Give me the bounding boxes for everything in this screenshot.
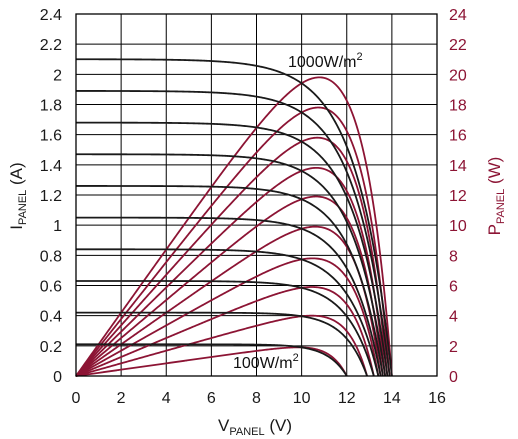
y-left-tick-label: 1.4 bbox=[40, 158, 62, 175]
x-tick-label: 14 bbox=[383, 390, 401, 407]
y-left-tick-label: 2.2 bbox=[40, 37, 62, 54]
y-right-tick-label: 0 bbox=[449, 369, 458, 386]
y-left-tick-label: 1.2 bbox=[40, 188, 62, 205]
x-tick-label: 16 bbox=[428, 390, 446, 407]
y-left-tick-label: 2.4 bbox=[40, 7, 62, 24]
x-tick-label: 12 bbox=[338, 390, 356, 407]
y-left-tick-label: 0 bbox=[53, 369, 62, 386]
power-curve-800 bbox=[75, 136, 389, 377]
y-right-tick-label: 22 bbox=[449, 37, 467, 54]
y-right-tick-label: 4 bbox=[449, 309, 458, 326]
y-right-tick-label: 2 bbox=[449, 339, 458, 356]
current-curve-300 bbox=[76, 280, 375, 377]
current-curve-600 bbox=[76, 185, 384, 377]
current-curve-100 bbox=[75, 343, 348, 377]
plot-frame bbox=[75, 13, 438, 377]
y-left-tick-label: 1 bbox=[53, 218, 62, 235]
y-left-tick-label: 1.8 bbox=[40, 98, 62, 115]
current-curve-1000 bbox=[76, 58, 393, 377]
y-left-tick-label: 0.4 bbox=[40, 309, 62, 326]
current-curves bbox=[75, 58, 393, 377]
x-tick-label: 0 bbox=[72, 390, 81, 407]
power-curve-900 bbox=[75, 106, 391, 377]
y-left-tick-label: 0.6 bbox=[40, 279, 62, 296]
annotation-1000: 1000W/m2 bbox=[288, 51, 363, 71]
x-tick-label: 2 bbox=[117, 390, 126, 407]
y-left-tick-label: 0.8 bbox=[40, 248, 62, 265]
y-right-tick-label: 12 bbox=[449, 188, 467, 205]
y-right-tick-label: 24 bbox=[449, 7, 467, 24]
current-curve-200 bbox=[76, 311, 368, 377]
y-left-tick-label: 0.2 bbox=[40, 339, 62, 356]
y-right-tick-label: 8 bbox=[449, 248, 458, 265]
current-curve-900 bbox=[76, 90, 391, 377]
current-curve-500 bbox=[75, 216, 382, 377]
x-tick-label: 10 bbox=[293, 390, 311, 407]
x-tick-label: 8 bbox=[252, 390, 261, 407]
x-tick-label: 6 bbox=[207, 390, 216, 407]
y-right-tick-label: 16 bbox=[449, 128, 467, 145]
y-right-tick-label: 6 bbox=[449, 279, 458, 296]
x-axis-label: VPANEL (V) bbox=[218, 416, 292, 438]
y-right-tick-label: 14 bbox=[449, 158, 467, 175]
current-curve-400 bbox=[76, 248, 380, 377]
current-curve-700 bbox=[75, 153, 387, 377]
power-curve-600 bbox=[75, 195, 384, 377]
x-tick-label: 4 bbox=[162, 390, 171, 407]
current-curve-800 bbox=[76, 121, 389, 377]
power-curve-500 bbox=[75, 225, 382, 377]
y-right-tick-label: 10 bbox=[449, 218, 467, 235]
power-curve-200 bbox=[75, 314, 368, 377]
x-tick-labels: 0 2 4 6 8 10 12 14 16 bbox=[72, 390, 446, 407]
y-left-axis-label: IPANEL (A) bbox=[7, 162, 29, 229]
y-right-axis-label: PPANEL (W) bbox=[485, 157, 507, 236]
y-left-tick-labels: 0 0.2 0.4 0.6 0.8 1 1.2 1.4 1.6 1.8 2 2.2 2.4 bbox=[40, 7, 62, 386]
y-left-tick-label: 1.6 bbox=[40, 128, 62, 145]
y-right-tick-label: 20 bbox=[449, 67, 467, 84]
y-left-tick-label: 2 bbox=[53, 67, 62, 84]
power-curve-400 bbox=[75, 257, 380, 377]
annotation-100: 100W/m2 bbox=[233, 352, 299, 372]
y-right-tick-label: 18 bbox=[449, 98, 467, 115]
